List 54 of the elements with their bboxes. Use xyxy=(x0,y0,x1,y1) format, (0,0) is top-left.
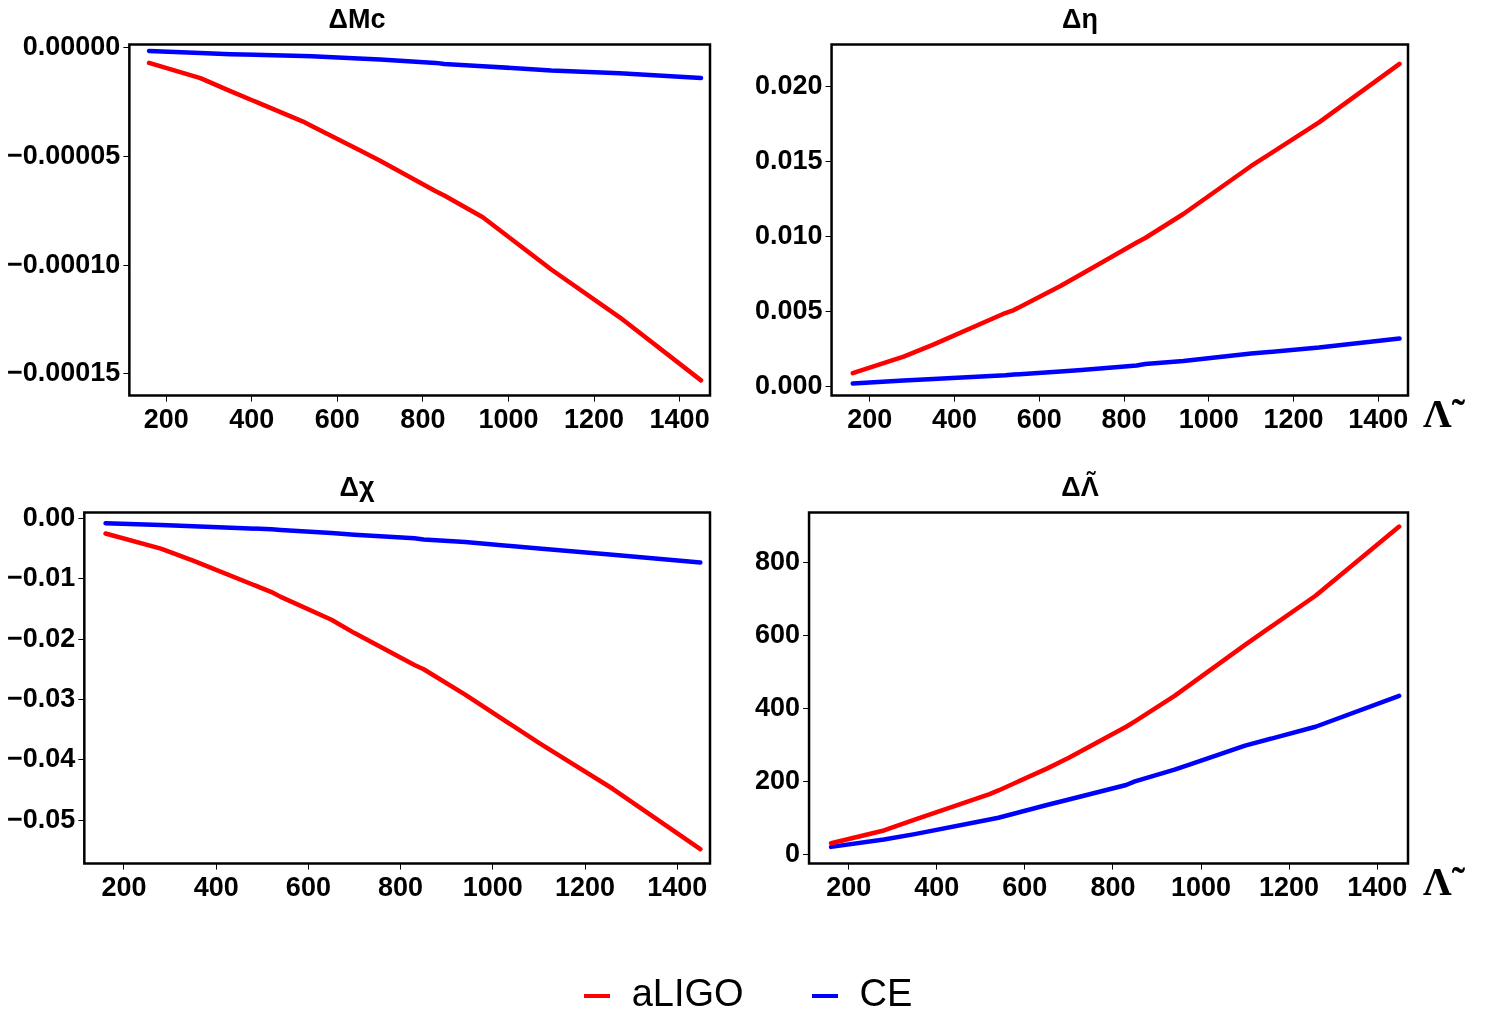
y-tick-label: −0.01 xyxy=(6,562,76,593)
y-tick-label: −0.00015 xyxy=(6,357,121,388)
x-tick-label: 1400 xyxy=(647,872,708,903)
chart-title: ΔMc xyxy=(328,3,386,34)
y-tick-label: 200 xyxy=(754,764,801,795)
x-tick-label: 400 xyxy=(193,872,239,903)
x-tick-label: 600 xyxy=(1016,404,1062,435)
y-tick-label: 0.020 xyxy=(754,69,823,100)
chart-title: ΔΛ̃ xyxy=(1061,470,1099,502)
x-tick-label: 1200 xyxy=(1259,872,1320,903)
x-tick-label: 1000 xyxy=(462,872,523,903)
y-tick-label: −0.04 xyxy=(6,743,76,774)
x-tick-label: 800 xyxy=(1090,872,1136,903)
y-tick-label: 0.005 xyxy=(754,295,823,326)
x-tick-label: 600 xyxy=(285,872,331,903)
x-tick-label: 1000 xyxy=(478,404,539,435)
x-tick-label: 1000 xyxy=(1178,404,1239,435)
x-tick-label: 800 xyxy=(1101,404,1147,435)
y-tick-label: −0.02 xyxy=(6,622,76,653)
x-tick-label: 600 xyxy=(1002,872,1048,903)
legend-label: aLIGO xyxy=(631,972,744,1014)
x-tick-label: 1200 xyxy=(1263,404,1324,435)
x-tick-label: 400 xyxy=(229,404,275,435)
x-tick-label: 1000 xyxy=(1170,872,1232,903)
x-tick-label: 400 xyxy=(914,872,960,903)
x-tick-label: 800 xyxy=(378,872,424,903)
y-tick-label: 800 xyxy=(754,546,801,577)
x-tick-label: 1200 xyxy=(564,404,625,435)
y-tick-label: 0 xyxy=(785,837,801,868)
x-tick-label: 1200 xyxy=(555,872,616,903)
y-tick-label: 0.010 xyxy=(754,219,823,250)
y-tick-label: 0.00 xyxy=(22,501,76,532)
x-tick-label: 1400 xyxy=(649,404,710,435)
x-tick-label: 200 xyxy=(143,404,189,435)
chart-title: Δχ xyxy=(339,471,375,502)
x-tick-label: 200 xyxy=(101,872,147,903)
y-tick-label: −0.00005 xyxy=(6,139,121,170)
y-tick-label: 400 xyxy=(754,692,801,723)
x-tick-label: 1400 xyxy=(1347,872,1408,903)
x-tick-label: 1400 xyxy=(1348,404,1409,435)
y-tick-label: −0.00010 xyxy=(6,248,121,279)
x-tick-label: 400 xyxy=(931,404,978,435)
y-tick-label: 600 xyxy=(754,619,801,650)
x-tick-label: 200 xyxy=(826,872,872,903)
y-tick-label: −0.05 xyxy=(6,803,76,834)
y-tick-label: −0.03 xyxy=(6,682,76,713)
y-tick-label: 0.015 xyxy=(754,144,823,175)
x-tick-label: 200 xyxy=(847,404,893,435)
x-tick-label: 600 xyxy=(314,404,360,435)
y-tick-label: 0.000 xyxy=(754,370,823,401)
x-tick-label: 800 xyxy=(400,404,446,435)
chart-title: Δη xyxy=(1062,3,1098,34)
y-tick-label: 0.00000 xyxy=(22,31,121,62)
legend-label: CE xyxy=(859,972,913,1014)
